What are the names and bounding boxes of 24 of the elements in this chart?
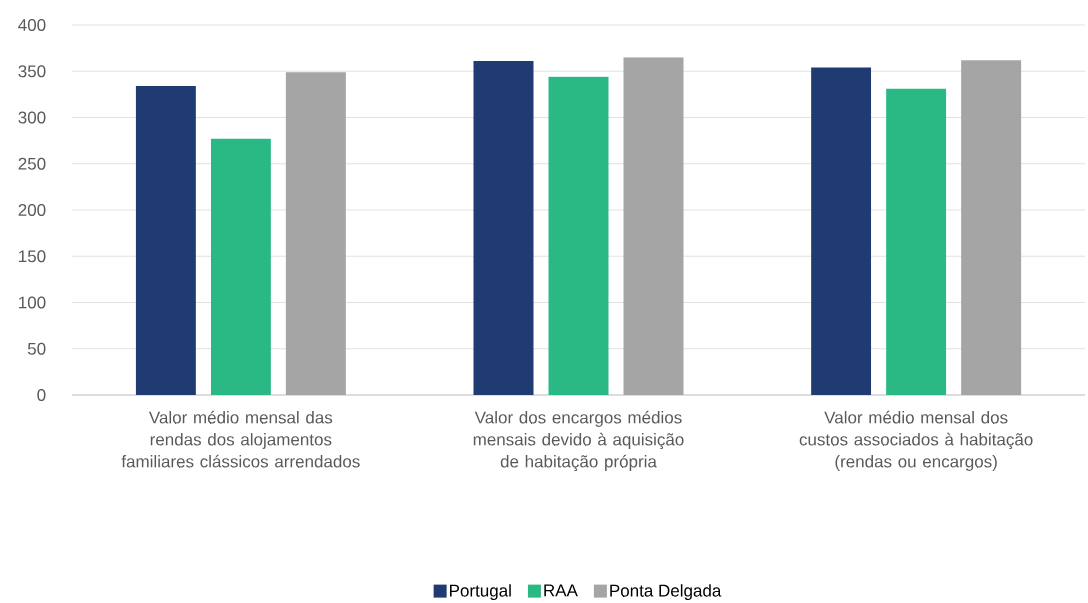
y-tick-label: 150 [19, 250, 46, 263]
y-tick-label: 100 [19, 296, 46, 309]
legend-label: Ponta Delgada [610, 584, 722, 601]
bar [886, 88, 947, 395]
bar [473, 61, 534, 395]
y-tick-label: 200 [18, 203, 46, 216]
bar [811, 67, 872, 395]
bar [623, 57, 684, 395]
bar [135, 86, 196, 395]
bar [548, 76, 609, 395]
x-tick-label: Valor dos encargos médios mensais devido à aquisição de habitação própria [473, 410, 684, 471]
bar [210, 138, 271, 395]
bar [961, 60, 1022, 395]
bar [285, 72, 346, 395]
legend-label: Portugal [450, 584, 511, 601]
legend-label: RAA [544, 584, 578, 597]
y-tick-label: 50 [27, 342, 46, 355]
y-tick-label: 300 [18, 111, 46, 124]
y-tick-label: 350 [18, 65, 46, 78]
y-tick-label: 250 [18, 157, 46, 170]
y-tick-label: 0 [37, 388, 46, 401]
x-tick-label: Valor médio mensal das rendas dos alojamentos familiares clássicos arrendados [121, 410, 360, 468]
y-tick-label: 400 [18, 18, 46, 32]
x-tick-label: Valor médio mensal dos custos associados à habitação (rendas ou encargos) [799, 410, 1033, 471]
